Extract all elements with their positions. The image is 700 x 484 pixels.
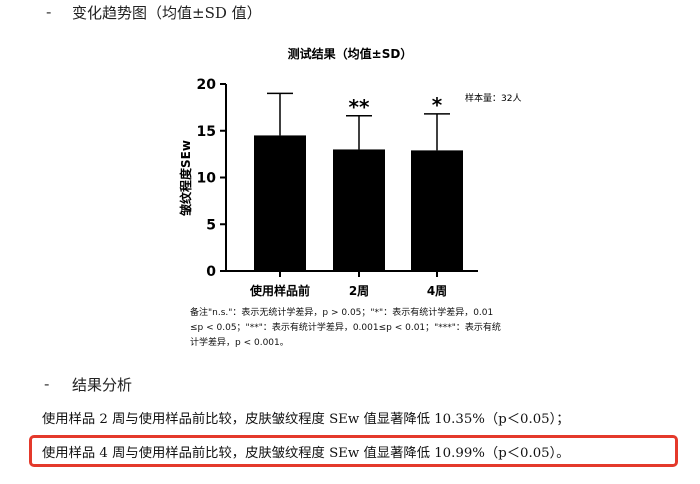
- x-tick-label: 4周: [427, 284, 447, 298]
- section-title: 结果分析: [72, 376, 133, 394]
- section-title: 变化趋势图（均值±SD 值）: [72, 4, 262, 22]
- y-tick-label: 10: [197, 171, 217, 187]
- chart-notes: 备注"n.s."：表示无统计学差异，p > 0.05；"*"：表示有统计学差异，…: [190, 306, 555, 351]
- note-line: 计学差异，p < 0.001。: [190, 338, 289, 348]
- y-tick-label: 20: [197, 77, 217, 93]
- result-line-week2: 使用样品 2 周与使用样品前比较，皮肤皱纹程度 SEw 值显著降低 10.35%…: [42, 412, 570, 427]
- chart-title: 测试结果（均值±SD）: [287, 47, 413, 61]
- section-bullet: -: [46, 3, 52, 21]
- y-tick-label: 0: [206, 264, 216, 280]
- sample-size-annotation: 样本量：32人: [465, 92, 521, 104]
- bar: [411, 150, 463, 271]
- highlight-box: [29, 435, 678, 467]
- significance-marker: **: [349, 95, 370, 119]
- significance-marker: *: [432, 93, 443, 117]
- y-axis-label: 皱纹程度SEw: [178, 140, 193, 217]
- note-line: ≤p < 0.05；"**"：表示有统计学差异，0.001≤p < 0.01；"…: [190, 323, 501, 333]
- bar: [333, 149, 385, 271]
- bar-chart: 0 5 10 15 20 皱纹程度SEw 使用样品前 2周 ** 4周 * 样本量：32人: [178, 77, 521, 298]
- x-tick-label: 使用样品前: [249, 283, 310, 298]
- result-line-week4: 使用样品 4 周与使用样品前比较，皮肤皱纹程度 SEw 值显著降低 10.99%…: [42, 446, 570, 461]
- note-line: 备注"n.s."：表示无统计学差异，p > 0.05；"*"：表示有统计学差异，…: [190, 308, 494, 318]
- y-tick-label: 5: [206, 217, 216, 233]
- bar: [254, 135, 306, 271]
- section-bullet: -: [44, 375, 50, 393]
- y-tick-label: 15: [197, 124, 216, 140]
- x-tick-label: 2周: [349, 284, 369, 298]
